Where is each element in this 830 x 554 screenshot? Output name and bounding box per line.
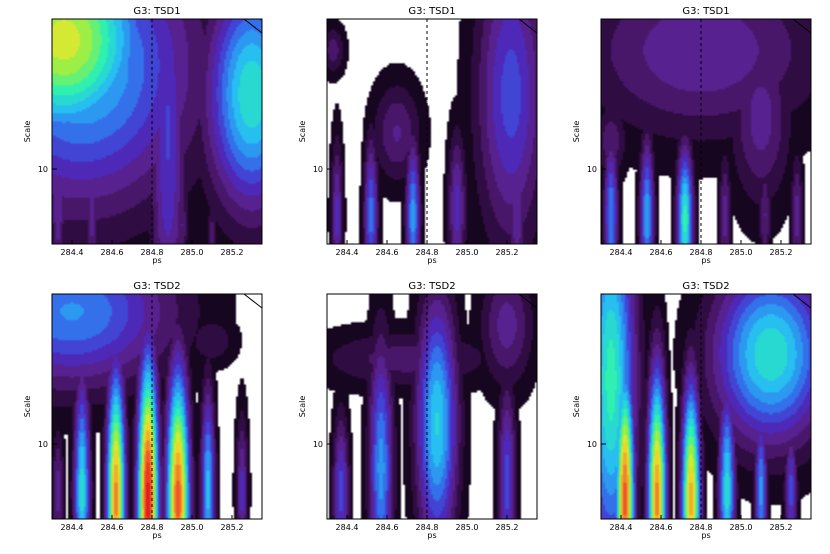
- wavelet-panel-3: 284.4 284.6 284.8 285.0 285.2 10 G3: TSD1 ps Sca…: [572, 6, 812, 265]
- x-tick-label: 284.8: [141, 248, 164, 257]
- y-tick-label: 10: [313, 165, 323, 174]
- axes-frame: [326, 293, 538, 520]
- x-axis-label: ps: [427, 256, 436, 265]
- y-axis-label: Scale: [572, 396, 581, 418]
- wavelet-panel-1: 284.4 284.6 284.8 285.0 285.2 10 G3: TSD1 ps Sca…: [23, 6, 263, 265]
- panel-title: G3: TSD1: [408, 6, 455, 17]
- x-tick-label: 284.6: [101, 523, 124, 532]
- x-tick-label: 285.0: [456, 248, 479, 257]
- x-tick-label: 284.6: [101, 248, 124, 257]
- heatmap-field: [601, 294, 811, 519]
- x-tick-label: 285.2: [770, 523, 793, 532]
- x-axis-label: ps: [152, 256, 161, 265]
- y-tick-label: 10: [587, 440, 597, 449]
- x-axis-label: ps: [152, 531, 161, 540]
- x-tick-label: 284.4: [336, 523, 359, 532]
- y-tick-label: 10: [38, 440, 48, 449]
- y-axis-label: Scale: [298, 121, 307, 143]
- x-axis-label: ps: [701, 531, 710, 540]
- y-axis-label: Scale: [23, 396, 32, 418]
- x-tick-label: 284.4: [61, 523, 84, 532]
- cone-of-influence: [243, 293, 263, 309]
- x-tick-label: 285.2: [496, 248, 519, 257]
- y-tick-label: 10: [38, 165, 48, 174]
- axes-frame: [51, 293, 263, 520]
- wavelet-panel-6: 284.4 284.6 284.8 285.0 285.2 10 G3: TSD2 ps Sca…: [572, 281, 812, 540]
- panel-title: G3: TSD2: [682, 281, 729, 292]
- x-tick-label: 284.4: [610, 523, 633, 532]
- x-tick-label: 284.6: [376, 248, 399, 257]
- x-tick-label: 284.8: [690, 248, 713, 257]
- x-tick-label: 285.0: [181, 248, 204, 257]
- x-tick-label: 285.0: [181, 523, 204, 532]
- heatmap-field: [327, 19, 537, 244]
- x-tick-label: 284.6: [650, 248, 673, 257]
- heatmap-field: [327, 294, 537, 519]
- cone-of-influence: [792, 18, 812, 34]
- y-tick-label: 10: [587, 165, 597, 174]
- axes-frame: [600, 293, 812, 520]
- axes-frame: [51, 18, 263, 245]
- x-tick-label: 284.6: [376, 523, 399, 532]
- x-tick-label: 285.2: [221, 248, 244, 257]
- x-tick-label: 285.0: [456, 523, 479, 532]
- x-axis-label: ps: [427, 531, 436, 540]
- y-axis-label: Scale: [23, 121, 32, 143]
- cone-of-influence: [518, 18, 538, 34]
- wavelet-panel-5: 284.4 284.6 284.8 285.0 285.2 10 G3: TSD2 ps Sca…: [298, 281, 538, 540]
- x-tick-label: 284.6: [650, 523, 673, 532]
- panel-title: G3: TSD1: [133, 6, 180, 17]
- panel-title: G3: TSD1: [682, 6, 729, 17]
- wavelet-panel-2: 284.4 284.6 284.8 285.0 285.2 10 G3: TSD1 ps Sca…: [298, 6, 538, 265]
- x-axis-label: ps: [701, 256, 710, 265]
- y-axis-label: Scale: [298, 396, 307, 418]
- x-tick-label: 284.4: [610, 248, 633, 257]
- axes-frame: [600, 18, 812, 245]
- heatmap-field: [601, 19, 811, 244]
- heatmap-field: [52, 19, 262, 244]
- wavelet-panel-4: 284.4 284.6 284.8 285.0 285.2 10 G3: TSD2 ps Sca…: [23, 281, 263, 540]
- y-tick-label: 10: [313, 440, 323, 449]
- x-tick-label: 285.2: [221, 523, 244, 532]
- x-tick-label: 284.8: [690, 523, 713, 532]
- x-tick-label: 285.2: [770, 248, 793, 257]
- y-axis-label: Scale: [572, 121, 581, 143]
- heatmap-field: [52, 294, 262, 519]
- x-tick-label: 284.8: [141, 523, 164, 532]
- x-tick-label: 284.4: [61, 248, 84, 257]
- panel-title: G3: TSD2: [408, 281, 455, 292]
- x-tick-label: 284.8: [416, 248, 439, 257]
- x-tick-label: 284.4: [336, 248, 359, 257]
- x-tick-label: 285.2: [496, 523, 519, 532]
- cone-of-influence: [518, 293, 538, 309]
- axes-frame: [326, 18, 538, 245]
- x-tick-label: 285.0: [730, 248, 753, 257]
- panel-title: G3: TSD2: [133, 281, 180, 292]
- cone-of-influence: [792, 293, 812, 309]
- x-tick-label: 284.8: [416, 523, 439, 532]
- x-tick-label: 285.0: [730, 523, 753, 532]
- cone-of-influence: [243, 18, 263, 34]
